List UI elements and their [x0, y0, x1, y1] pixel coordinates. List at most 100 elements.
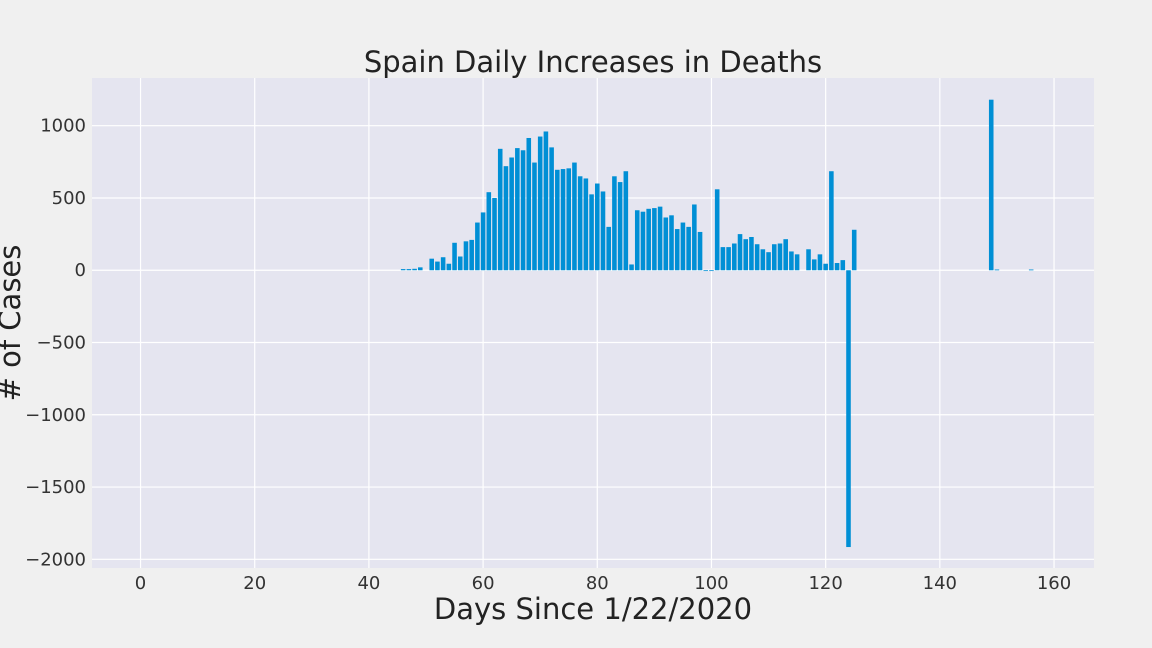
bar [777, 243, 783, 271]
bar [754, 244, 760, 271]
bar [794, 254, 800, 271]
bar [520, 150, 526, 271]
y-tick-label: −1500 [25, 477, 86, 498]
bar [657, 206, 663, 271]
bar [988, 99, 994, 271]
bar [817, 254, 823, 271]
bar [789, 251, 794, 271]
x-tick-label: 20 [243, 573, 266, 594]
x-axis-label: Days Since 1/22/2020 [434, 592, 752, 626]
bar [737, 234, 743, 271]
bar [771, 244, 777, 271]
bar [674, 229, 680, 271]
bar [418, 267, 423, 271]
bar [400, 269, 406, 271]
bar [669, 215, 674, 271]
bar [783, 239, 788, 271]
bar [509, 157, 514, 271]
bar [532, 162, 537, 271]
bar [714, 189, 720, 271]
bar [663, 217, 669, 271]
bar [811, 259, 817, 271]
y-tick-label: 500 [52, 188, 86, 209]
bar [492, 197, 497, 271]
x-tick-label: 120 [808, 573, 842, 594]
bar [749, 236, 754, 271]
bar [840, 260, 846, 271]
bar [851, 229, 857, 271]
bar [406, 269, 412, 271]
bar [846, 270, 851, 548]
bar [589, 194, 594, 271]
x-tick-labels: 0 20 40 60 80 100 120 140 160 [135, 573, 1071, 594]
bar [994, 269, 1000, 271]
bar [703, 270, 709, 272]
bar [429, 258, 434, 271]
bar [606, 226, 611, 271]
bar [680, 222, 686, 271]
bar [760, 249, 766, 271]
bar [686, 226, 691, 271]
bar [457, 256, 463, 271]
bar [543, 131, 549, 271]
bar [435, 261, 440, 271]
bar [549, 147, 554, 271]
bar [412, 268, 417, 271]
x-tick-label: 160 [1037, 573, 1071, 594]
chart-title: Spain Daily Increases in Deaths [364, 45, 822, 79]
bar [480, 212, 486, 271]
plot-area [92, 78, 1094, 568]
x-tick-label: 60 [472, 573, 495, 594]
bar [503, 166, 509, 271]
x-tick-label: 40 [357, 573, 380, 594]
bar [617, 182, 623, 271]
y-tick-labels: −2000 −1500 −1000 −500 0 500 1000 [25, 116, 86, 571]
x-tick-label: 80 [586, 573, 609, 594]
bar [629, 264, 634, 271]
bar [743, 239, 749, 271]
bar [640, 211, 646, 271]
bar [623, 171, 629, 271]
x-tick-label: 0 [135, 573, 146, 594]
bar [732, 243, 737, 271]
bar [577, 176, 583, 271]
bar [726, 247, 731, 271]
y-tick-label: 1000 [40, 116, 86, 137]
bar [652, 208, 657, 271]
bars [400, 99, 1034, 548]
bar [463, 241, 469, 271]
bar [440, 257, 446, 271]
bar [497, 148, 503, 271]
y-tick-label: 0 [75, 260, 86, 281]
bar [537, 136, 543, 271]
bar [594, 183, 600, 271]
bar [634, 210, 640, 271]
bar [572, 162, 577, 271]
bar [566, 168, 572, 271]
bar [697, 231, 703, 271]
bar [1028, 269, 1034, 271]
bar [515, 148, 520, 271]
y-axis-label: # of Cases [0, 245, 27, 402]
bar [600, 191, 606, 271]
bar [720, 247, 726, 271]
bar [486, 192, 492, 271]
bar [766, 252, 771, 271]
bar [526, 137, 532, 271]
bar [560, 169, 566, 271]
bar [612, 176, 617, 271]
bar [469, 239, 474, 271]
x-tick-label: 140 [923, 573, 957, 594]
bar [555, 169, 560, 271]
bar [692, 204, 697, 271]
bar [709, 270, 714, 272]
bar [475, 222, 480, 271]
bar [446, 263, 452, 271]
y-tick-label: −2000 [25, 549, 86, 570]
y-tick-label: −500 [37, 333, 86, 354]
bar [646, 208, 651, 271]
bar [806, 249, 811, 271]
bar [834, 263, 840, 271]
